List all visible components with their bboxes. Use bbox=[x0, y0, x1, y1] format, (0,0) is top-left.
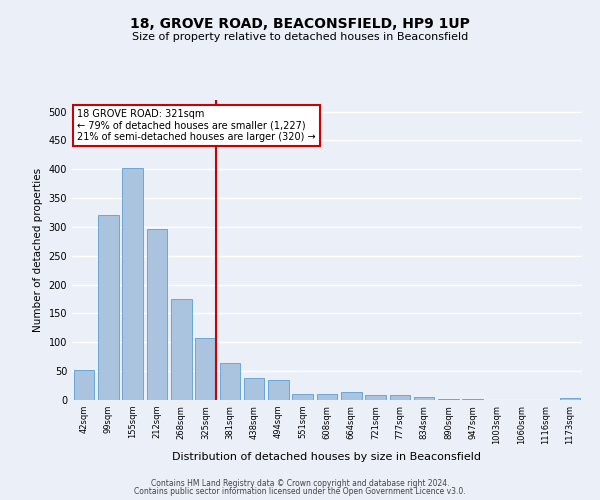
Bar bbox=[122, 168, 143, 400]
Bar bbox=[268, 380, 289, 400]
Bar bbox=[98, 216, 119, 400]
Bar bbox=[171, 299, 191, 400]
Y-axis label: Number of detached properties: Number of detached properties bbox=[33, 168, 43, 332]
Bar bbox=[74, 370, 94, 400]
Text: 18 GROVE ROAD: 321sqm
← 79% of detached houses are smaller (1,227)
21% of semi-d: 18 GROVE ROAD: 321sqm ← 79% of detached … bbox=[77, 109, 316, 142]
Bar bbox=[438, 399, 459, 400]
Text: Contains HM Land Registry data © Crown copyright and database right 2024.: Contains HM Land Registry data © Crown c… bbox=[151, 478, 449, 488]
Text: Size of property relative to detached houses in Beaconsfield: Size of property relative to detached ho… bbox=[132, 32, 468, 42]
Text: Contains public sector information licensed under the Open Government Licence v3: Contains public sector information licen… bbox=[134, 487, 466, 496]
Bar bbox=[195, 338, 216, 400]
Bar bbox=[389, 396, 410, 400]
X-axis label: Distribution of detached houses by size in Beaconsfield: Distribution of detached houses by size … bbox=[173, 452, 482, 462]
Bar bbox=[220, 363, 240, 400]
Bar bbox=[317, 394, 337, 400]
Bar bbox=[341, 392, 362, 400]
Bar bbox=[414, 397, 434, 400]
Bar bbox=[146, 228, 167, 400]
Bar bbox=[365, 395, 386, 400]
Bar bbox=[244, 378, 265, 400]
Text: 18, GROVE ROAD, BEACONSFIELD, HP9 1UP: 18, GROVE ROAD, BEACONSFIELD, HP9 1UP bbox=[130, 18, 470, 32]
Bar bbox=[560, 398, 580, 400]
Bar bbox=[292, 394, 313, 400]
